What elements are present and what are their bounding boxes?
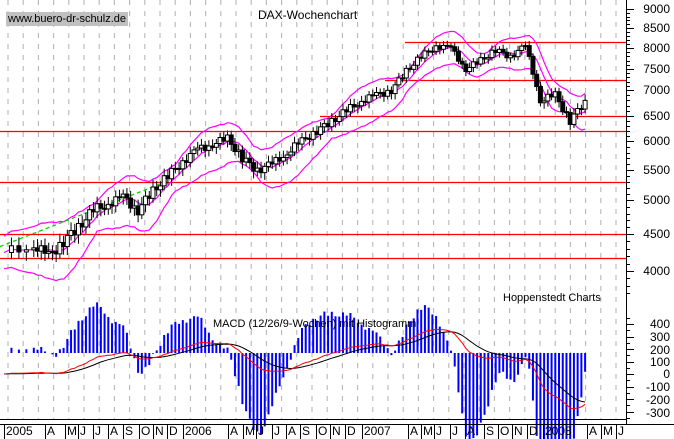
x-tick: D	[529, 424, 538, 438]
x-tick: A	[589, 424, 598, 438]
y-tick: 5000	[643, 193, 670, 207]
x-tick: D	[169, 424, 178, 438]
x-tick: J	[80, 424, 86, 438]
x-tick: 2007	[364, 424, 391, 438]
x-tick: 2006	[185, 424, 212, 438]
y-tick: 5500	[643, 163, 670, 177]
macd-tick: 300	[649, 330, 670, 344]
macd-tick: 0	[663, 367, 670, 381]
x-tick: S	[486, 424, 495, 438]
y-tick: 6500	[643, 109, 670, 123]
x-tick: J	[258, 424, 264, 438]
watermark: www.buero-dr-schulz.de	[6, 12, 128, 26]
x-tick: O	[500, 424, 510, 438]
y-tick: 8500	[643, 21, 670, 35]
x-tick: N	[332, 424, 341, 438]
macd-tick: -100	[645, 380, 670, 394]
macd-tick: -300	[645, 406, 670, 420]
y-tick: 7500	[643, 62, 670, 76]
x-tick: A	[230, 424, 239, 438]
x-tick: N	[155, 424, 164, 438]
x-tick: M	[245, 424, 255, 438]
x-tick: J	[452, 424, 458, 438]
y-tick: 6000	[643, 134, 670, 148]
x-tick: M	[67, 424, 77, 438]
x-tick: 2005	[6, 424, 33, 438]
x-tick: 2008	[545, 424, 572, 438]
x-tick: A	[110, 424, 119, 438]
x-tick: O	[318, 424, 328, 438]
x-tick: M	[603, 424, 613, 438]
macd-title: MACD (12/26/9-Wochen) mit Histogramm	[213, 318, 417, 330]
macd-panel	[3, 302, 587, 439]
x-tick: J	[436, 424, 442, 438]
y-tick: 9000	[643, 2, 670, 16]
grid-lines	[7, 0, 617, 419]
x-tick: S	[302, 424, 311, 438]
macd-tick: 400	[649, 317, 670, 331]
x-tick: M	[423, 424, 433, 438]
x-tick: O	[141, 424, 151, 438]
macd-tick: 200	[649, 343, 670, 357]
x-tick: J	[618, 424, 624, 438]
macd-tick: -200	[645, 393, 670, 407]
x-tick: S	[125, 424, 134, 438]
source-label: Hoppenstedt Charts	[503, 292, 601, 304]
chart-title: DAX-Wochenchart	[258, 8, 358, 22]
y-tick: 4500	[643, 227, 670, 241]
x-tick: A	[47, 424, 56, 438]
candlesticks	[8, 40, 588, 263]
trendline	[0, 179, 171, 248]
y-tick: 8000	[643, 41, 670, 55]
y-tick: 7000	[643, 83, 670, 97]
support-resistance-lines	[0, 41, 626, 260]
x-tick: N	[514, 424, 523, 438]
x-tick: A	[288, 424, 297, 438]
x-tick: D	[347, 424, 356, 438]
x-tick: A	[410, 424, 419, 438]
x-tick: J	[95, 424, 101, 438]
y-tick: 4000	[643, 264, 670, 278]
x-tick: J	[274, 424, 280, 438]
x-tick: A	[467, 424, 476, 438]
macd-tick: 100	[649, 355, 670, 369]
